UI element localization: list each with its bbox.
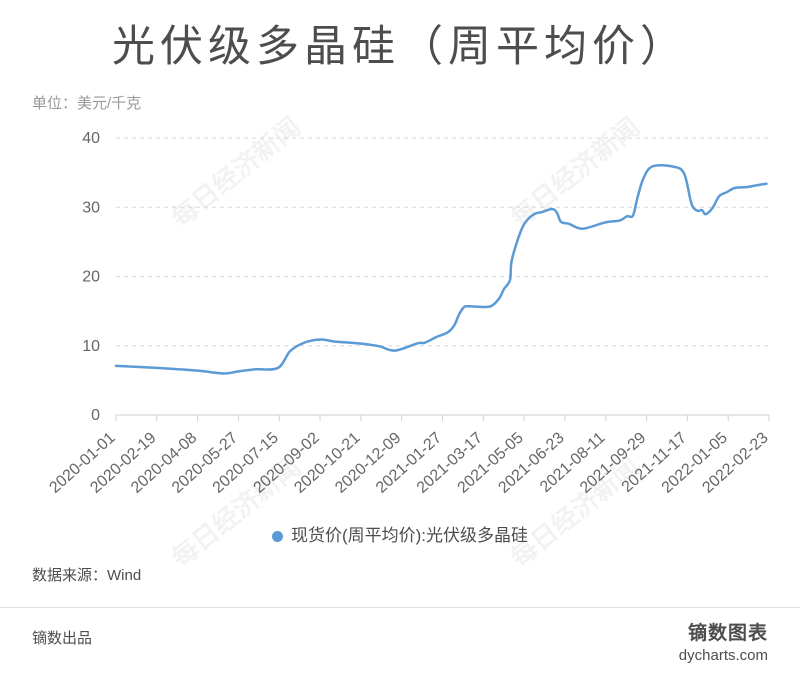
svg-text:10: 10 (82, 338, 100, 355)
svg-text:0: 0 (91, 407, 100, 424)
svg-text:30: 30 (82, 199, 100, 216)
svg-text:20: 20 (82, 269, 100, 286)
svg-text:40: 40 (82, 130, 100, 147)
